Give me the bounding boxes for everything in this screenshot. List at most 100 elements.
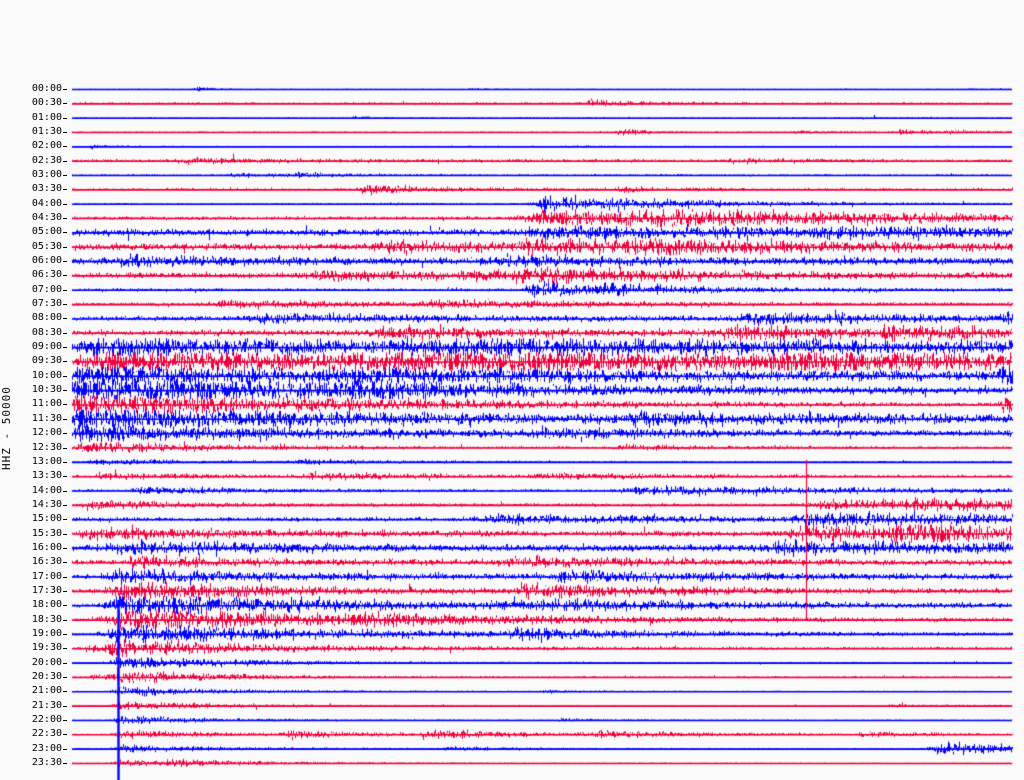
axis-tick	[63, 146, 67, 147]
time-label: 03:00	[31, 169, 62, 181]
time-label: 08:30	[31, 326, 62, 338]
axis-tick	[63, 404, 67, 405]
time-label: 14:00	[31, 484, 62, 496]
y-axis-label-text: HHZ - 50000	[0, 386, 13, 470]
time-label: 12:00	[31, 427, 62, 439]
axis-tick	[63, 261, 67, 262]
time-label: 15:30	[31, 527, 62, 539]
time-label: 16:30	[31, 556, 62, 568]
axis-tick	[63, 376, 67, 377]
axis-tick	[63, 720, 67, 721]
axis-tick	[63, 548, 67, 549]
axis-tick	[63, 734, 67, 735]
axis-tick	[63, 706, 67, 707]
axis-tick	[63, 534, 67, 535]
time-label: 22:00	[31, 713, 62, 725]
time-label: 00:30	[31, 97, 62, 109]
time-label: 09:00	[31, 341, 62, 353]
axis-tick	[63, 634, 67, 635]
axis-tick	[63, 763, 67, 764]
axis-tick	[63, 562, 67, 563]
time-label: 10:30	[31, 384, 62, 396]
axis-tick	[63, 247, 67, 248]
time-label: 22:30	[31, 728, 62, 740]
time-label: 12:30	[31, 441, 62, 453]
time-label: 15:00	[31, 513, 62, 525]
axis-tick	[63, 577, 67, 578]
axis-tick	[63, 433, 67, 434]
time-label: 11:00	[31, 398, 62, 410]
time-label: 13:00	[31, 455, 62, 467]
axis-tick	[63, 448, 67, 449]
time-label: 16:00	[31, 541, 62, 553]
axis-tick	[63, 275, 67, 276]
axis-tick	[63, 491, 67, 492]
time-label: 01:00	[31, 111, 62, 123]
time-label: 17:30	[31, 584, 62, 596]
axis-tick	[63, 89, 67, 90]
time-label: 19:30	[31, 642, 62, 654]
time-label: 02:30	[31, 154, 62, 166]
time-label: 02:00	[31, 140, 62, 152]
axis-tick	[63, 519, 67, 520]
time-label: 04:00	[31, 197, 62, 209]
axis-tick	[63, 218, 67, 219]
time-label: 18:30	[31, 613, 62, 625]
axis-tick	[63, 161, 67, 162]
axis-tick	[63, 691, 67, 692]
axis-tick	[63, 749, 67, 750]
time-label: 08:00	[31, 312, 62, 324]
time-label: 09:30	[31, 355, 62, 367]
axis-tick	[63, 333, 67, 334]
time-label: 14:30	[31, 498, 62, 510]
axis-tick	[63, 663, 67, 664]
time-label: 03:30	[31, 183, 62, 195]
time-label: 06:30	[31, 269, 62, 281]
axis-tick	[63, 304, 67, 305]
time-label: 13:30	[31, 470, 62, 482]
axis-tick	[63, 232, 67, 233]
time-label: 07:00	[31, 283, 62, 295]
axis-tick	[63, 390, 67, 391]
time-label: 10:00	[31, 369, 62, 381]
axis-tick	[63, 591, 67, 592]
time-label: 20:30	[31, 670, 62, 682]
axis-tick	[63, 605, 67, 606]
time-label: 06:00	[31, 255, 62, 267]
axis-tick	[63, 620, 67, 621]
axis-tick	[63, 103, 67, 104]
axis-tick	[63, 318, 67, 319]
time-label: 21:00	[31, 685, 62, 697]
axis-tick	[63, 361, 67, 362]
y-axis-label: HHZ - 50000	[0, 330, 20, 470]
time-label: 21:30	[31, 699, 62, 711]
time-label: 00:00	[31, 83, 62, 94]
axis-tick	[63, 505, 67, 506]
axis-tick	[63, 118, 67, 119]
time-axis: 00:00 00:30 01:00 01:30 02:00 02:30 03:00 03:30…	[0, 0, 70, 780]
time-label: 01:30	[31, 126, 62, 138]
axis-tick	[63, 648, 67, 649]
axis-tick	[63, 189, 67, 190]
axis-tick	[63, 419, 67, 420]
time-label: 19:00	[31, 627, 62, 639]
time-label: 18:00	[31, 599, 62, 611]
time-label: 17:00	[31, 570, 62, 582]
time-label: 04:30	[31, 212, 62, 224]
axis-tick	[63, 677, 67, 678]
time-label: 07:30	[31, 298, 62, 310]
time-label: 23:30	[31, 756, 62, 768]
time-label: 05:00	[31, 226, 62, 238]
time-label: 20:00	[31, 656, 62, 668]
axis-tick	[63, 175, 67, 176]
time-label: 23:00	[31, 742, 62, 754]
time-label: 05:30	[31, 240, 62, 252]
time-label: 11:30	[31, 412, 62, 424]
axis-tick	[63, 204, 67, 205]
axis-tick	[63, 347, 67, 348]
axis-tick	[63, 290, 67, 291]
axis-tick	[63, 476, 67, 477]
